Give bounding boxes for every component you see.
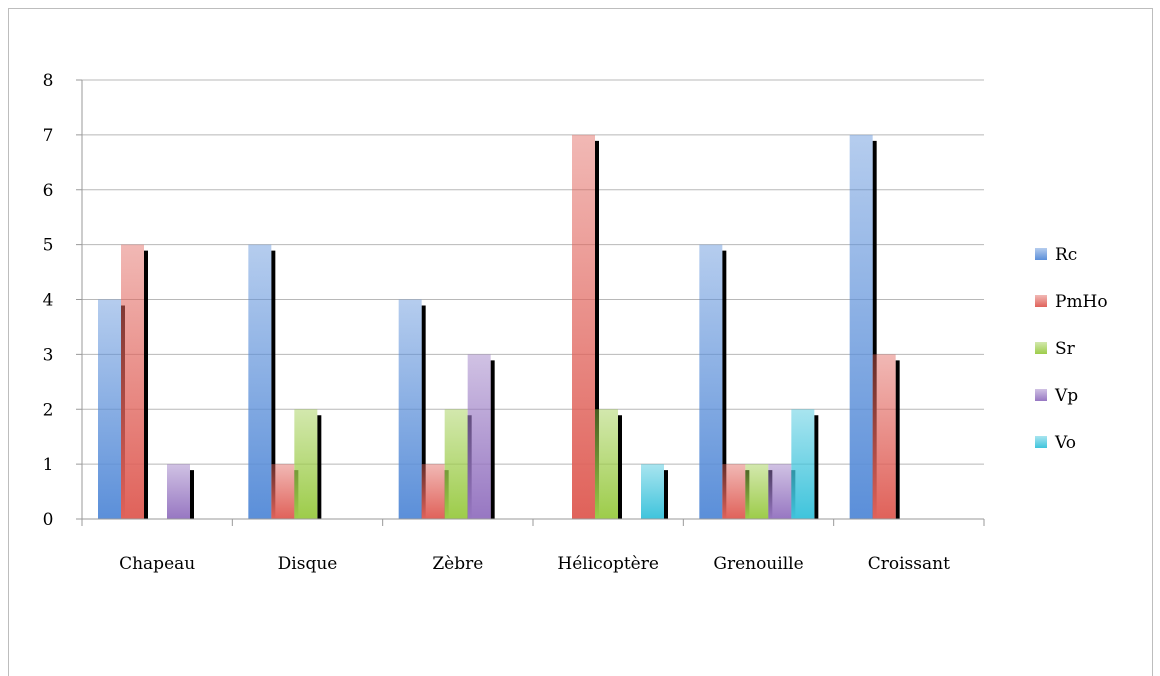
x-axis-ticks: Chapeau Disque Zèbre Hélicoptère Grenouille C… — [81, 519, 985, 574]
bar-shadow — [144, 250, 148, 519]
bar-shadow — [618, 415, 622, 519]
x-tick-label: Chapeau — [119, 554, 195, 574]
x-tick-label: Hélicoptère — [557, 554, 658, 574]
bar-rc-grenouille — [699, 244, 723, 519]
y-tick-label: 4 — [43, 291, 54, 311]
gridlines — [82, 79, 984, 465]
bar-sr-zebre — [444, 409, 468, 519]
y-axis-ticks: 0 1 2 3 4 5 6 7 8 — [43, 71, 82, 530]
bar-rc-chapeau — [98, 299, 121, 519]
legend-label-vp: Vp — [1054, 386, 1078, 406]
bar-shadow — [895, 360, 900, 519]
y-tick-label: 6 — [43, 181, 54, 201]
bar-vp-zebre — [467, 354, 491, 519]
legend-label-vo: Vo — [1054, 433, 1076, 453]
x-tick-label: Zèbre — [432, 554, 483, 574]
y-tick-label: 8 — [43, 71, 54, 91]
y-tick-label: 7 — [43, 126, 54, 146]
bar-pmho-helicoptere — [572, 134, 595, 519]
legend-label-pmho: PmHo — [1055, 292, 1108, 312]
bar-pmho-croissant — [872, 354, 896, 519]
y-tick-label: 3 — [43, 345, 54, 365]
bar-vo-grenouille — [791, 409, 815, 519]
y-tick-label: 0 — [43, 510, 54, 530]
y-tick-label: 1 — [43, 455, 54, 475]
bar-shadow — [317, 415, 322, 519]
legend-label-sr: Sr — [1055, 339, 1076, 359]
bar-rc-croissant — [849, 134, 873, 519]
x-tick-label: Grenouille — [713, 554, 803, 574]
legend-swatch-pmho — [1035, 295, 1047, 307]
legend-label-rc: Rc — [1055, 245, 1077, 265]
bar-pmho-grenouille — [722, 464, 746, 519]
x-tick-label: Croissant — [868, 554, 950, 574]
bar-rc-disque — [248, 244, 272, 519]
bar-pmho-disque — [271, 464, 295, 519]
bar-shadow — [271, 250, 276, 519]
legend-swatch-vp — [1035, 389, 1047, 401]
x-tick-label: Disque — [278, 554, 338, 574]
legend-swatch-vo — [1035, 436, 1047, 448]
y-tick-label: 5 — [43, 236, 54, 256]
bar-pmho-zebre — [421, 464, 445, 519]
bar-sr-disque — [294, 409, 318, 519]
bar-shadow — [722, 250, 727, 519]
bar-shadow — [814, 415, 819, 519]
chart-border — [8, 8, 1153, 676]
bar-sr-grenouille — [745, 464, 769, 519]
bar-vo-helicoptere — [641, 464, 664, 519]
bar-vp-grenouille — [768, 464, 792, 519]
bar-shadow — [190, 470, 194, 519]
legend-swatch-rc — [1035, 248, 1047, 260]
bar-shadow — [872, 140, 877, 519]
bar-pmho-chapeau — [121, 244, 144, 519]
bar-rc-zebre — [398, 299, 422, 519]
bars — [98, 134, 900, 519]
bar-sr-helicoptere — [595, 409, 618, 519]
bar-shadow — [664, 470, 668, 519]
bar-vp-chapeau — [167, 464, 190, 519]
bar-shadow — [490, 360, 495, 519]
y-tick-label: 2 — [43, 400, 54, 420]
bar-shadow — [595, 140, 599, 519]
legend: Rc PmHo Sr Vp Vo — [1035, 245, 1108, 453]
legend-swatch-sr — [1035, 342, 1047, 354]
bar-shadow — [421, 305, 426, 519]
